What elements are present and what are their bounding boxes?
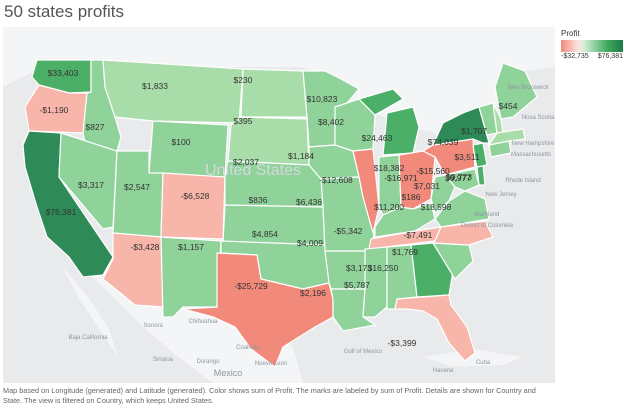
watermark-text: United States [205,162,301,179]
geo-label-massachusetts: Massachusetts [511,152,551,158]
geo-label-cuba: Cuba [476,360,491,366]
profit-label-michigan: $24,463 [362,133,393,143]
state-new-jersey[interactable] [472,142,488,168]
profit-label-oregon: -$1,190 [40,105,69,115]
geo-label-sinaloa: Sinaloa [153,357,174,363]
profit-label-south-carolina: $1,769 [392,247,418,257]
profit-legend[interactable]: Profit -$32,735 $76,381 [561,29,624,60]
cuba-land [423,349,523,367]
legend-min-label: -$32,735 [561,53,589,60]
profit-label-kansas: $836 [249,195,268,205]
profit-label-vermont: $1,707 [461,126,487,136]
profit-label-north-carolina: -$7,491 [404,230,433,240]
profit-label-utah: $2,547 [124,182,150,192]
geo-label-havana: Havana [433,368,454,374]
baja-land [63,267,118,357]
map-caption: Map based on Longitude (generated) and L… [3,386,536,405]
profit-label-north-dakota: $230 [234,75,253,85]
geo-label-sonora: Sonora [143,323,163,329]
profit-label-texas: -$25,729 [234,281,268,291]
profit-label-west-virginia: $186 [402,192,421,202]
state-illinois[interactable] [352,148,380,234]
state-florida[interactable] [394,294,476,362]
profit-label-virginia: $18,598 [421,202,452,212]
geo-label-chihuahua: Chihuahua [188,319,218,325]
geo-label-coahuila: Coahuila [236,345,260,351]
profit-label-arizona: -$3,428 [131,242,160,252]
geo-label-durango: Durango [196,359,220,365]
legend-max-label: $76,381 [597,53,623,60]
profit-label-montana: $1,833 [142,81,168,91]
profit-label-illinois: -$12,608 [319,175,353,185]
profit-label-delaware: $9,977 [445,173,471,183]
geo-label-nuevo-leon: Nuevo Leon [255,361,287,367]
legend-color-ramp [561,40,623,52]
state-kentucky[interactable] [374,202,436,238]
profit-label-mississippi: $3,173 [346,263,372,273]
page-title: 50 states profits [4,2,125,21]
profit-label-connecticut: $3,511 [454,152,480,162]
profit-label-washington: $33,403 [48,68,79,78]
geo-label-district-of-columbia: District of Columbia [461,223,514,229]
profit-label-alabama: $5,787 [344,280,370,290]
geo-label-gulf-of-mexico: Gulf of Mexico [344,349,383,355]
profit-label-missouri: $6,436 [296,197,322,207]
state-nevada[interactable] [58,132,118,230]
state-colorado[interactable] [160,172,226,240]
profit-label-arkansas: $4,009 [297,238,323,248]
state-montana[interactable] [102,59,244,124]
profit-label-california: $76,381 [46,207,77,217]
geo-label-new-jersey: New Jersey [485,192,516,198]
profit-label-iowa: $1,184 [288,151,314,161]
legend-title: Profit [561,29,580,38]
state-maryland[interactable] [443,168,480,192]
profit-label-new-jersey: $9,773 [446,172,472,182]
geo-label-new-brunswick: New Brunswick [507,85,549,91]
profit-label-wisconsin: $8,402 [318,117,344,127]
state-delaware[interactable] [476,164,486,186]
profit-label-maryland: $7,031 [414,181,440,191]
geo-label-mexico: Mexico [214,368,243,378]
profit-label-minnesota: $10,823 [307,94,338,104]
profit-label-indiana: $18,382 [374,163,405,173]
geo-label-new-hampshire: New Hampshire [512,141,555,147]
profit-label-florida: -$3,399 [388,338,417,348]
geo-label-nova-scotia: Nova Scotia [522,115,555,121]
profit-label-idaho: $827 [86,122,105,132]
profit-label-nevada: $3,317 [78,180,104,190]
profit-label-louisiana: $2,196 [300,288,326,298]
profit-label-oklahoma: $4,854 [252,229,278,239]
us-map[interactable]: United States Mexico Gulf of Mexico Baja… [3,27,555,383]
profit-label-new-mexico: $1,157 [178,242,204,252]
profit-label-wyoming: $100 [172,137,191,147]
map-view[interactable]: United States Mexico Gulf of Mexico Baja… [3,27,555,383]
profit-label-pennsylvania: -$15,560 [416,166,450,176]
profit-label-kentucky: $11,200 [374,202,404,212]
geo-label-maryland: Maryland [475,212,500,218]
profit-label-south-dakota: $395 [234,116,253,126]
state-massachusetts[interactable] [487,128,526,146]
state-texas[interactable] [182,252,334,368]
profit-label-maine: $454 [499,101,518,111]
profit-label-ohio: -$16,971 [384,173,418,183]
profit-label-new-york: $74,039 [428,137,459,147]
profit-label-tennessee: -$5,342 [334,226,363,236]
geo-label-baja-california: Baja California [68,335,108,341]
profit-label-nebraska: $2,037 [233,157,259,167]
profit-label-colorado: -$6,528 [181,191,210,201]
profit-label-georgia: $16,250 [368,263,399,273]
geo-label-rhode-island: Rhode Island [505,178,540,184]
